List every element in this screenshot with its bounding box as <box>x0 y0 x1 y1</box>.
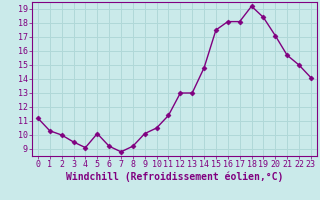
X-axis label: Windchill (Refroidissement éolien,°C): Windchill (Refroidissement éolien,°C) <box>66 172 283 182</box>
